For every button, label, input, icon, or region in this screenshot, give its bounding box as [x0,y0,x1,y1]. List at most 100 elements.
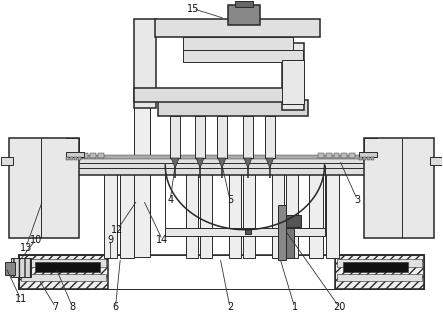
Bar [228,5,260,25]
Bar [183,50,303,62]
Bar [194,88,205,101]
Bar [120,170,134,257]
Bar [365,138,434,238]
Bar [350,153,355,158]
Bar [186,170,198,257]
Text: 9: 9 [107,235,113,245]
Text: 2: 2 [227,302,233,312]
Polygon shape [218,158,226,168]
Bar [334,255,424,290]
Bar [5,262,15,274]
Bar [359,152,377,157]
Bar [134,19,156,108]
Bar [66,153,72,158]
Bar [19,255,109,290]
Bar [371,157,374,160]
Bar [21,273,106,282]
Bar [326,153,331,158]
Text: 4: 4 [167,195,173,205]
Text: 14: 14 [156,235,168,245]
Bar [290,88,301,101]
Bar [19,255,109,290]
Bar [337,259,422,266]
Bar [342,153,347,158]
Bar [274,88,285,101]
Bar [195,116,205,158]
Bar [74,157,77,160]
Bar [155,19,319,37]
Bar [309,170,323,257]
Text: 3: 3 [354,195,361,205]
Bar [282,42,303,110]
Bar [286,215,301,227]
Bar [162,88,173,101]
Bar [278,205,286,260]
Bar [286,170,298,257]
Text: 13: 13 [20,243,32,253]
Bar [183,37,293,50]
Bar [97,153,104,158]
Bar [217,116,227,158]
Bar [363,157,366,160]
Bar [1,157,13,165]
Text: 6: 6 [113,302,119,312]
Bar [265,116,275,158]
Bar [334,153,339,158]
Bar [66,157,69,160]
Text: 15: 15 [187,4,199,14]
Text: 1: 1 [291,302,298,312]
Bar [245,228,251,234]
Bar [134,105,150,256]
Text: 7: 7 [53,302,59,312]
Bar [430,157,442,165]
Bar [89,153,96,158]
Bar [243,170,255,257]
Text: 10: 10 [30,235,42,245]
Bar [334,255,424,290]
Text: 5: 5 [227,195,233,205]
Bar [158,100,307,116]
Bar [318,153,323,158]
Text: 8: 8 [70,302,76,312]
Bar [210,88,221,101]
Text: 20: 20 [333,302,346,312]
Bar [35,262,100,272]
Bar [74,153,80,158]
Bar [9,138,78,238]
Bar [66,155,377,159]
Bar [229,170,241,257]
Bar [326,170,339,257]
Bar [226,88,237,101]
Bar [66,152,84,157]
Polygon shape [196,158,204,168]
Bar [359,157,362,160]
Polygon shape [171,158,179,168]
Text: 12: 12 [111,225,124,235]
Bar [78,157,81,160]
Polygon shape [266,158,274,168]
Bar [109,255,334,290]
Bar [70,157,73,160]
Bar [19,255,424,290]
Bar [367,157,370,160]
Text: 11: 11 [15,294,27,304]
Bar [337,273,422,282]
Bar [242,88,253,101]
Bar [200,170,212,257]
Bar [66,157,377,175]
Bar [286,228,294,257]
Bar [258,88,269,101]
Bar [11,257,31,277]
Bar [165,228,325,236]
Bar [134,88,303,102]
Bar [235,1,253,7]
Polygon shape [244,158,252,168]
Bar [178,88,189,101]
Bar [272,170,284,257]
Bar [343,262,408,272]
Bar [82,153,88,158]
Bar [21,259,106,266]
Bar [243,116,253,158]
Bar [282,60,303,104]
Bar [104,170,117,257]
